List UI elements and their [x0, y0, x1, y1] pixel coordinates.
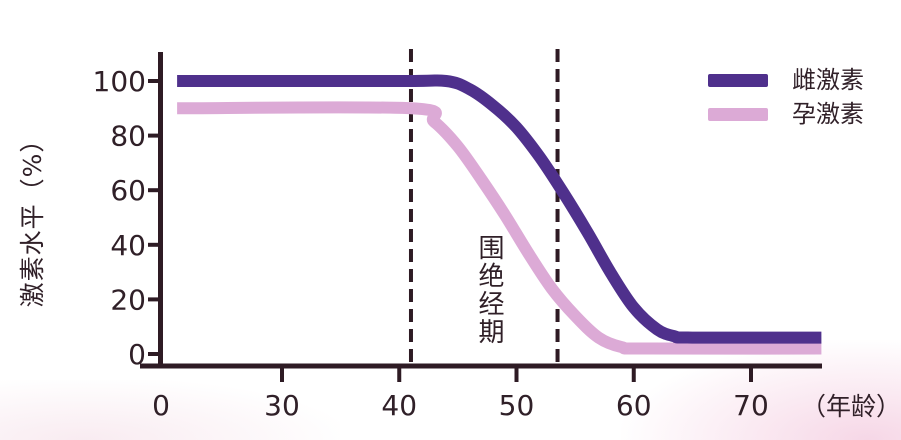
y-tick-label: 100 [93, 65, 146, 98]
y-axis-title: 激素水平（%） [18, 126, 47, 308]
estrogen-line-swatch [708, 73, 768, 87]
perimenopause-annotation: 围绝经期 [474, 234, 504, 346]
legend-label-progesterone: 孕激素 [792, 100, 864, 128]
progesterone-curve [177, 101, 822, 355]
x-tick-label: 70 [733, 389, 769, 422]
legend-item-progesterone: 孕激素 [708, 100, 864, 128]
legend: 雌激素 孕激素 [708, 66, 864, 134]
legend-label-estrogen: 雌激素 [792, 66, 864, 94]
y-tick-label: 20 [110, 283, 146, 316]
y-tick-label: 40 [110, 229, 146, 262]
x-tick-label: 60 [616, 389, 652, 422]
x-tick-label: 50 [499, 389, 535, 422]
y-tick-label: 60 [110, 174, 146, 207]
x-tick-label: 30 [264, 389, 300, 422]
progesterone-line-swatch [708, 107, 768, 121]
x-axis-unit-label: （年龄） [801, 392, 901, 421]
x-tick-label: 40 [381, 389, 417, 422]
estrogen-curve [177, 74, 822, 344]
x-tick-label: 0 [152, 389, 170, 422]
legend-item-estrogen: 雌激素 [708, 66, 864, 94]
y-tick-label: 0 [128, 338, 146, 371]
y-tick-label: 80 [110, 120, 146, 153]
